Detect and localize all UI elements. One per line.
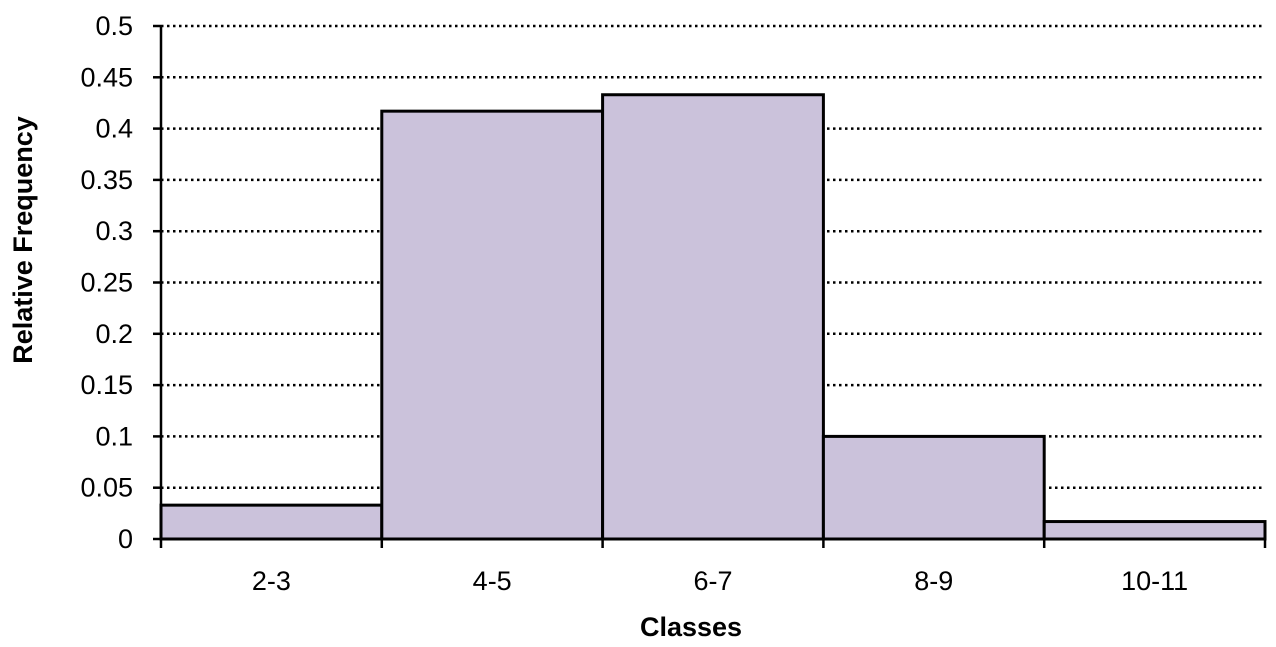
y-tick-label: 0.2 bbox=[95, 319, 133, 349]
x-tick-label: 2-3 bbox=[252, 566, 291, 596]
bar-4-5 bbox=[380, 109, 605, 541]
bar-6-7 bbox=[601, 93, 825, 541]
x-tick-labels: 2-3 4-5 6-7 8-9 10-11 bbox=[252, 566, 1188, 596]
x-tick-label: 4-5 bbox=[473, 566, 512, 596]
y-tick-label: 0.15 bbox=[80, 370, 133, 400]
x-tick-label: 8-9 bbox=[914, 566, 953, 596]
x-tick-label: 6-7 bbox=[693, 566, 732, 596]
bar-8-9 bbox=[821, 434, 1046, 541]
y-axis-title: Relative Frequency bbox=[8, 116, 38, 364]
y-tick-label: 0.1 bbox=[95, 421, 133, 451]
bars bbox=[159, 93, 1267, 541]
y-tick-label: 0.5 bbox=[95, 11, 133, 41]
y-tick-label: 0 bbox=[118, 524, 133, 554]
x-axis-title: Classes bbox=[640, 612, 742, 642]
y-tick-label: 0.4 bbox=[95, 114, 133, 144]
y-tick-label: 0.05 bbox=[80, 473, 133, 503]
y-tick-label: 0.35 bbox=[80, 165, 133, 195]
y-tick-label: 0.25 bbox=[80, 268, 133, 298]
y-tick-labels: 0 0.05 0.1 0.15 0.2 0.25 0.3 0.35 0.4 0.45 0.5 bbox=[80, 11, 133, 554]
x-tick-label: 10-11 bbox=[1121, 566, 1188, 596]
axes bbox=[153, 24, 1267, 548]
y-tick-label: 0.45 bbox=[80, 62, 133, 92]
bar-2-3 bbox=[159, 503, 384, 541]
y-tick-label: 0.3 bbox=[95, 216, 133, 246]
bar-10-11 bbox=[1042, 520, 1267, 541]
